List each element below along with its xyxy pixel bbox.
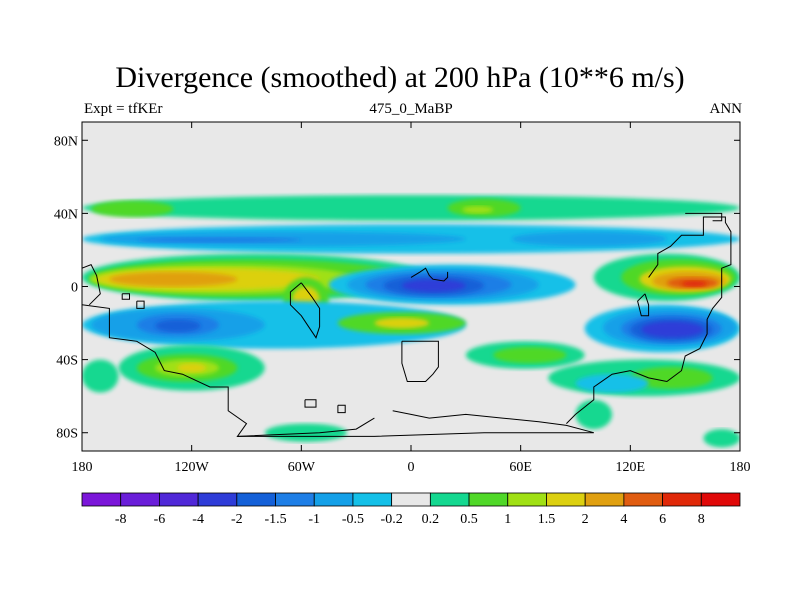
trop-core-4 — [109, 271, 238, 287]
y-tick-label: 40S — [56, 354, 78, 369]
colorbar-box — [623, 492, 663, 507]
coast-west-edge — [82, 263, 101, 306]
colorbar-label: -4 — [192, 512, 204, 527]
colorbar-label: 0.5 — [460, 512, 478, 527]
sh-far-green-2 — [264, 423, 348, 442]
colorbar-label: 1.5 — [538, 512, 556, 527]
x-tick-label: 0 — [408, 460, 415, 475]
period-label: 475_0_MaBP — [369, 101, 453, 117]
nh-band-neg-inner — [136, 237, 302, 243]
colorbar-label: 6 — [659, 512, 666, 527]
colorbar-label: -6 — [154, 512, 166, 527]
colorbar-box — [275, 492, 315, 507]
coast-east-small-2 — [121, 293, 130, 300]
y-tick-label: 80S — [56, 427, 78, 442]
coastlines — [82, 212, 732, 437]
colorbar-box — [700, 492, 741, 507]
colorbar-box — [507, 492, 547, 507]
experiment-label: Expt = tfKEr — [84, 101, 163, 117]
colorbar-box — [584, 492, 625, 507]
x-tick-label: 60W — [288, 460, 316, 475]
colorbar-box — [313, 492, 354, 507]
coast-africa-south — [401, 340, 439, 382]
colorbar-label: -2 — [231, 512, 243, 527]
colorbar-box — [352, 492, 393, 507]
nh-yellowgreen-40n — [462, 206, 494, 214]
sh-yellow-core — [374, 317, 430, 329]
colorbar-box — [159, 492, 199, 507]
colorbar-label: -1.5 — [264, 512, 286, 527]
coast-east-west-edge — [637, 293, 650, 317]
colorbar-label: -0.5 — [342, 512, 364, 527]
season-label: ANN — [709, 101, 743, 117]
colorbar-label: -0.2 — [381, 512, 403, 527]
y-tick-label: 40N — [54, 207, 78, 222]
coast-west-continent — [82, 304, 375, 437]
sh-conv-15 — [155, 319, 201, 333]
coast-east-ne — [685, 212, 723, 222]
colorbar-label: -8 — [115, 512, 127, 527]
colorbar-box — [81, 492, 122, 507]
coast-small-island-2 — [304, 399, 317, 408]
nh-band-neg-core-east — [511, 231, 667, 247]
chart-title: Divergence (smoothed) at 200 hPa (10**6 … — [115, 61, 685, 94]
africa-conv-4 — [401, 279, 466, 292]
coast-small-island — [337, 404, 346, 414]
colorbar-box — [197, 492, 238, 507]
x-tick-label: 180 — [730, 460, 751, 475]
coast-antarctic — [237, 410, 594, 437]
colorbar-label: 0.2 — [422, 512, 440, 527]
coast-east-small — [136, 300, 145, 309]
colorbar-label: 4 — [620, 512, 627, 527]
axes: 180 120W 60W 0 60E 120E 180 80S 40S 0 40N 80N — [54, 122, 751, 475]
colorbar-box — [391, 492, 431, 507]
sh-band-sw-2 — [177, 363, 207, 373]
y-tick-label: 0 — [71, 281, 78, 296]
colorbar-box — [236, 492, 276, 507]
colorbar: -8 -6 -4 -2 -1.5 -1 -0.5 -0.2 0.2 0.5 1 1.5 2 4 6 8 — [81, 492, 741, 527]
coast-mid-north — [410, 267, 449, 282]
x-tick-label: 120E — [616, 460, 646, 475]
sh-pac-conv-4 — [641, 321, 704, 338]
trop-pac-8 — [681, 281, 708, 287]
x-tick-label: 180 — [72, 460, 93, 475]
colorbar-box — [546, 492, 586, 507]
nh-band-05 — [82, 195, 740, 221]
sh-far-green-3 — [703, 429, 740, 448]
nh-green-40n-west — [91, 200, 174, 218]
y-tick-label: 80N — [54, 134, 78, 149]
colorbar-box — [429, 492, 470, 507]
coast-sam — [289, 282, 321, 339]
colorbar-box — [662, 492, 702, 507]
sh-green-35s-core — [493, 346, 567, 364]
x-tick-label: 120W — [175, 460, 210, 475]
sh-band-w — [82, 359, 119, 393]
divergence-field — [82, 195, 740, 448]
colorbar-label: 2 — [582, 512, 589, 527]
sh-far-green — [575, 399, 613, 430]
colorbar-box — [468, 492, 509, 507]
coast-east-continent — [566, 216, 732, 424]
colorbar-label: -1 — [308, 512, 320, 527]
x-tick-label: 60E — [509, 460, 532, 475]
colorbar-box — [120, 492, 160, 507]
colorbar-label: 8 — [698, 512, 705, 527]
colorbar-label: 1 — [504, 512, 511, 527]
sh-ant-blue — [575, 374, 649, 393]
